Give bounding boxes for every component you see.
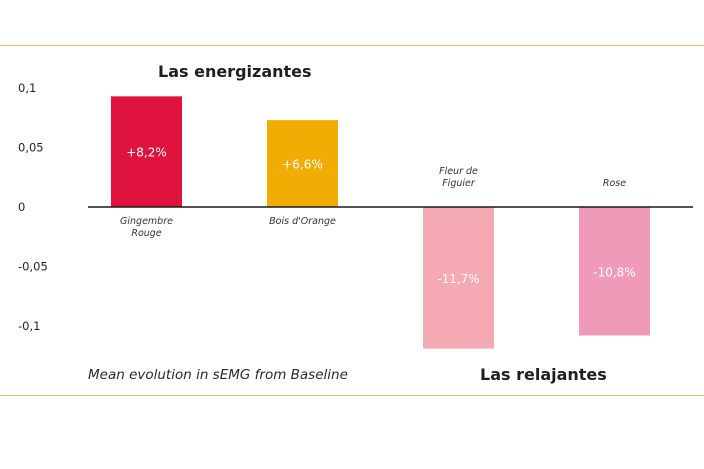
y-tick-label: 0,05 <box>18 141 44 155</box>
category-label: Rose <box>603 178 626 189</box>
category-label: Fleur de <box>439 166 478 177</box>
data-label: -11,7% <box>437 272 479 286</box>
bottom-rule <box>0 395 704 396</box>
bar <box>579 207 650 336</box>
y-axis-ticks: 0,1 0,05 0 -0,05 -0,1 <box>18 81 48 333</box>
bar <box>111 96 182 207</box>
y-tick-label: 0 <box>18 200 25 214</box>
bar <box>423 207 494 349</box>
group-title-relaxing: Las relajantes <box>480 365 607 384</box>
y-tick-label: -0,1 <box>18 319 40 333</box>
chart-subtitle: Mean evolution in sEMG from Baseline <box>88 367 348 383</box>
data-label: +6,6% <box>282 158 323 172</box>
bars: +8,2% +6,6% -11,7% -10,8% <box>111 96 650 349</box>
data-label: -10,8% <box>593 265 635 279</box>
category-label: Gingembre <box>120 216 173 227</box>
bar <box>267 120 338 207</box>
category-label: Rouge <box>131 228 161 239</box>
y-tick-label: -0,05 <box>18 260 48 274</box>
y-tick-label: 0,1 <box>18 81 36 95</box>
top-rule <box>0 45 704 46</box>
category-label: Figuier <box>442 178 476 189</box>
category-label: Bois d'Orange <box>269 216 336 227</box>
data-label: +8,2% <box>126 146 167 160</box>
group-title-energizing: Las energizantes <box>158 62 312 81</box>
